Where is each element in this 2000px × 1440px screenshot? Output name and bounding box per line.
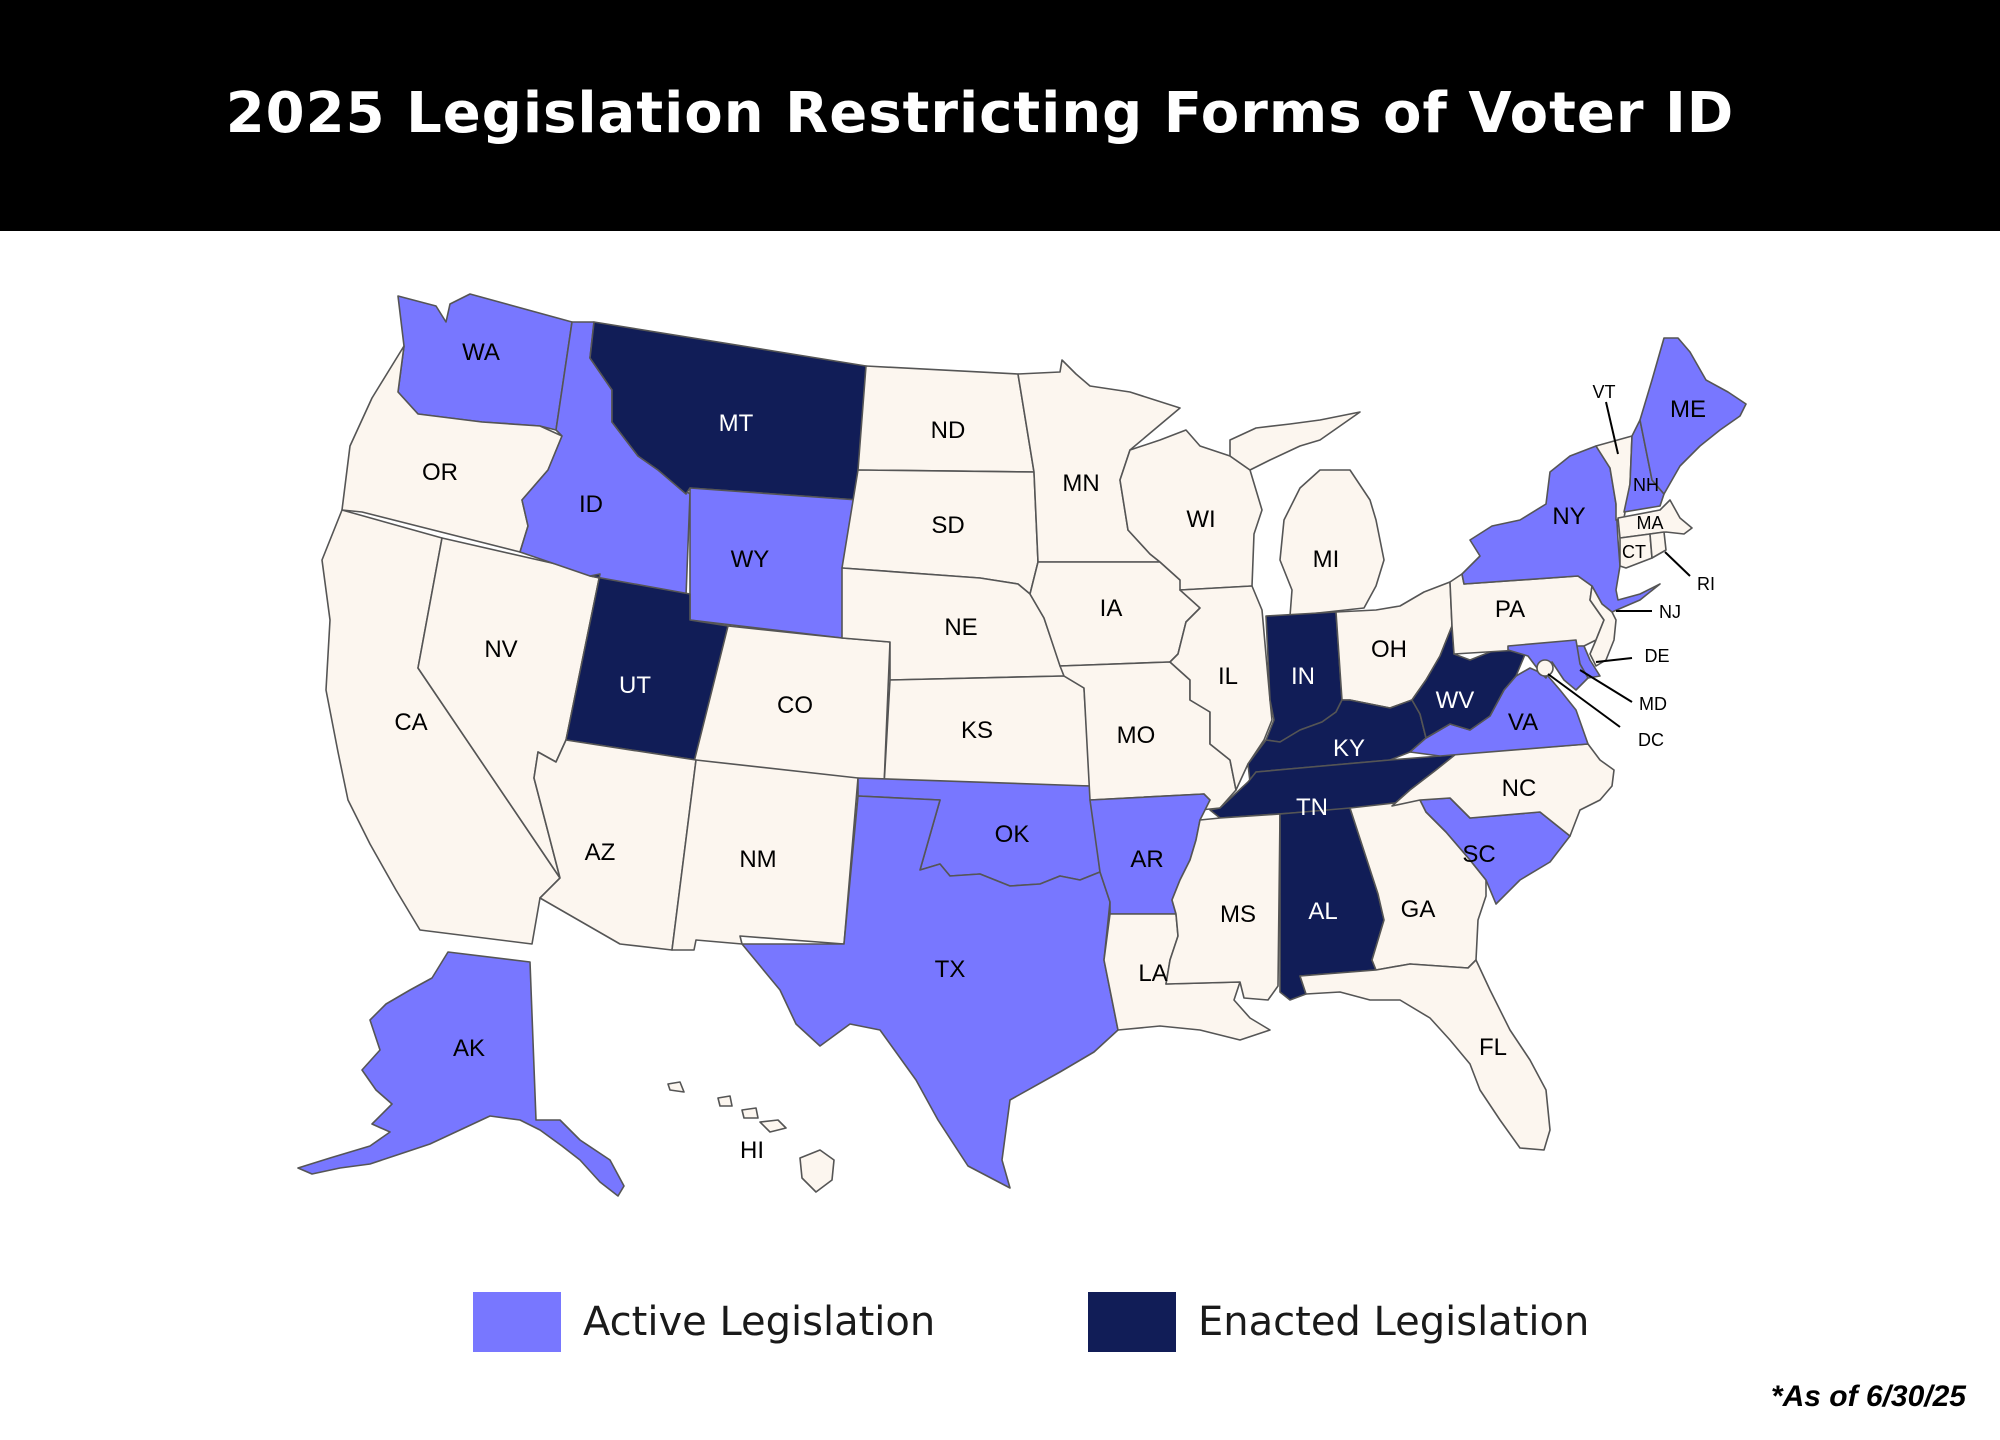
label-la: LA — [1138, 960, 1167, 987]
label-nv: NV — [484, 636, 517, 663]
label-ok: OK — [995, 821, 1030, 848]
label-mi: MI — [1313, 546, 1340, 573]
state-ct[interactable] — [1619, 533, 1653, 569]
label-wv: WV — [1436, 687, 1475, 714]
state-tx[interactable] — [741, 795, 1119, 1189]
label-sc: SC — [1462, 841, 1495, 868]
label-mo: MO — [1117, 722, 1156, 749]
leader-lines — [1547, 401, 1691, 728]
legend-enacted: Enacted Legislation — [1088, 1292, 1589, 1352]
state-nc[interactable] — [1391, 743, 1615, 837]
state-labels: WA OR CA NV ID MT WY UT CO AZ NM ND SD N… — [394, 339, 1715, 1164]
state-wi[interactable] — [1119, 429, 1263, 591]
label-va: VA — [1508, 709, 1538, 736]
legend-label-active: Active Legislation — [583, 1299, 936, 1345]
state-dc[interactable] — [1536, 659, 1554, 677]
label-id: ID — [579, 491, 603, 518]
label-mt: MT — [719, 410, 754, 437]
label-ga: GA — [1401, 896, 1436, 923]
state-wy[interactable] — [689, 487, 859, 639]
label-ny: NY — [1552, 503, 1585, 530]
label-vt: VT — [1592, 382, 1615, 402]
label-dc: DC — [1638, 730, 1664, 750]
label-il: IL — [1218, 663, 1238, 690]
label-co: CO — [777, 692, 813, 719]
label-ak: AK — [453, 1035, 485, 1062]
label-nc: NC — [1502, 775, 1537, 802]
label-wa: WA — [462, 339, 500, 366]
state-hi[interactable] — [667, 1081, 835, 1193]
legend-swatch-active — [473, 1292, 561, 1352]
label-ky: KY — [1333, 735, 1365, 762]
state-mi[interactable] — [1229, 411, 1385, 617]
label-pa: PA — [1495, 596, 1525, 623]
label-ms: MS — [1220, 901, 1256, 928]
state-nj[interactable] — [1589, 585, 1617, 667]
label-ma: MA — [1637, 513, 1664, 533]
label-md: MD — [1639, 694, 1667, 714]
label-ct: CT — [1622, 542, 1646, 562]
label-wi: WI — [1186, 506, 1215, 533]
label-tx: TX — [935, 956, 966, 983]
state-co[interactable] — [693, 625, 891, 787]
label-nh: NH — [1633, 475, 1659, 495]
state-ms[interactable] — [1165, 813, 1281, 1001]
label-or: OR — [422, 459, 458, 486]
label-mn: MN — [1062, 470, 1099, 497]
title-banner: 2025 Legislation Restricting Forms of Vo… — [0, 0, 2000, 231]
label-ca: CA — [394, 709, 427, 736]
state-ri[interactable] — [1649, 531, 1667, 559]
as-of-note: *As of 6/30/25 — [1770, 1380, 1966, 1413]
label-sd: SD — [931, 512, 964, 539]
label-de: DE — [1644, 646, 1669, 666]
label-tn: TN — [1296, 794, 1328, 821]
label-ut: UT — [619, 672, 651, 699]
legend-label-enacted: Enacted Legislation — [1198, 1299, 1590, 1345]
label-ks: KS — [961, 717, 993, 744]
label-az: AZ — [585, 839, 616, 866]
label-ri: RI — [1697, 574, 1715, 594]
state-ak[interactable] — [297, 951, 625, 1197]
legend-active: Active Legislation — [473, 1292, 935, 1352]
label-ia: IA — [1100, 595, 1123, 622]
state-pa[interactable] — [1449, 573, 1605, 655]
label-nm: NM — [739, 846, 776, 873]
label-in: IN — [1291, 663, 1315, 690]
legend-swatch-enacted — [1088, 1292, 1176, 1352]
label-me: ME — [1670, 396, 1706, 423]
label-fl: FL — [1479, 1034, 1507, 1061]
label-nd: ND — [931, 417, 966, 444]
label-wy: WY — [731, 546, 770, 573]
us-map: WA OR CA NV ID MT WY UT CO AZ NM ND SD N… — [297, 293, 1747, 1197]
label-ar: AR — [1130, 846, 1163, 873]
label-nj: NJ — [1659, 602, 1681, 622]
label-hi: HI — [740, 1137, 764, 1164]
map-title: 2025 Legislation Restricting Forms of Vo… — [225, 81, 1735, 146]
label-ne: NE — [944, 614, 977, 641]
label-oh: OH — [1371, 636, 1407, 663]
state-me[interactable] — [1639, 337, 1747, 495]
label-al: AL — [1308, 898, 1337, 925]
state-fl[interactable] — [1299, 959, 1551, 1151]
